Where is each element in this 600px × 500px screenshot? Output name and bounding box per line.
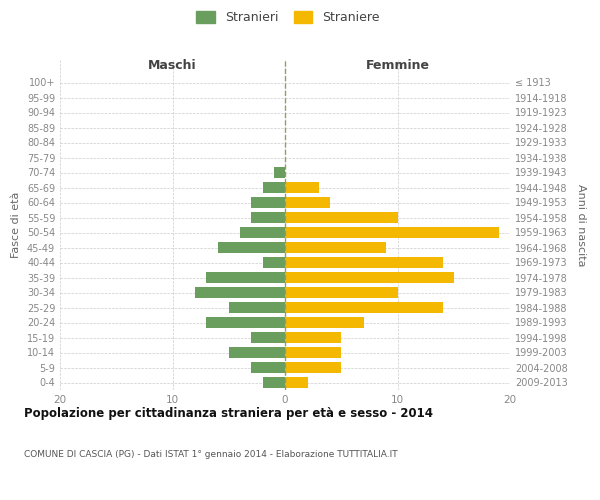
Bar (206, 272, 285, 283)
Text: Popolazione per cittadinanza straniera per età e sesso - 2014: Popolazione per cittadinanza straniera p… (24, 408, 433, 420)
Bar (229, 347, 285, 358)
Bar (285, 362, 341, 373)
Bar (285, 197, 330, 208)
Bar (195, 287, 285, 298)
Bar (251, 197, 285, 208)
Bar (218, 242, 285, 253)
Bar (251, 362, 285, 373)
Bar (285, 212, 398, 223)
Bar (263, 257, 285, 268)
Bar (285, 257, 443, 268)
Bar (285, 302, 443, 313)
Bar (285, 227, 499, 238)
Bar (285, 272, 454, 283)
Text: Femmine: Femmine (365, 59, 430, 72)
Bar (285, 347, 341, 358)
Text: Maschi: Maschi (148, 59, 197, 72)
Legend: Stranieri, Straniere: Stranieri, Straniere (194, 8, 382, 26)
Bar (274, 167, 285, 178)
Y-axis label: Fasce di età: Fasce di età (11, 192, 21, 258)
Text: COMUNE DI CASCIA (PG) - Dati ISTAT 1° gennaio 2014 - Elaborazione TUTTITALIA.IT: COMUNE DI CASCIA (PG) - Dati ISTAT 1° ge… (24, 450, 398, 459)
Y-axis label: Anni di nascita: Anni di nascita (576, 184, 586, 266)
Bar (263, 182, 285, 193)
Bar (206, 317, 285, 328)
Bar (285, 317, 364, 328)
Bar (285, 377, 308, 388)
Bar (251, 332, 285, 343)
Bar (251, 212, 285, 223)
Bar (285, 287, 398, 298)
Bar (240, 227, 285, 238)
Bar (285, 332, 341, 343)
Bar (285, 182, 319, 193)
Bar (229, 302, 285, 313)
Bar (263, 377, 285, 388)
Bar (285, 242, 386, 253)
